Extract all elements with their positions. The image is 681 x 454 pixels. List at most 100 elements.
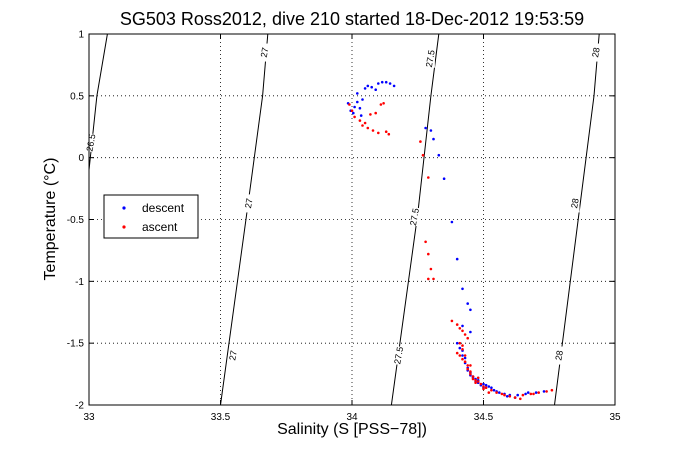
legend-label-ascent: ascent [142, 220, 178, 234]
descent-point-63 [526, 391, 530, 394]
data-points [346, 80, 554, 401]
descent-point-18 [424, 126, 427, 130]
ascent-point-37 [469, 370, 472, 373]
legend: descent ascent [103, 194, 199, 239]
descent-point-9 [370, 85, 374, 89]
descent-point-13 [384, 80, 388, 84]
ascent-point-12 [379, 103, 383, 106]
contour-label-bg [245, 194, 254, 213]
axis-ticks: 33 33.5 34 34.5 35 -2 -1.5 -1 -0.5 0 0.5 1 [67, 30, 621, 424]
x-axis-label: Salinity (S [PSS−78]) [277, 421, 427, 438]
contour-label-26.5-0: 26.5 [85, 133, 98, 152]
ascent-point-9 [387, 132, 391, 136]
descent-point-47 [490, 386, 493, 390]
ascent-point-38 [469, 372, 472, 376]
descent-point-31 [458, 346, 462, 350]
descent-point-17 [359, 114, 363, 117]
x-tick-label-4: 35 [609, 412, 621, 423]
contour-label-28-1: 28 [569, 198, 581, 210]
descent-point-30 [455, 341, 459, 345]
descent-point-27 [469, 308, 472, 312]
ascent-point-0 [348, 103, 351, 106]
contour-line-28 [554, 33, 600, 406]
contour-label-bg [426, 49, 435, 68]
ascent-point-18 [424, 240, 427, 244]
ascent-point-32 [458, 354, 462, 357]
y-tick-label-0: -2 [75, 401, 84, 412]
descent-point-23 [450, 220, 454, 224]
ascent-point-42 [476, 380, 480, 383]
descent-point-8 [366, 84, 370, 88]
contour-label-bg [555, 346, 564, 365]
descent-point-5 [358, 106, 362, 110]
descent-point-53 [524, 392, 527, 396]
descent-point-49 [498, 391, 501, 394]
ascent-point-51 [521, 393, 525, 397]
y-tick-label-2: -1 [75, 277, 84, 288]
legend-marker-descent [122, 206, 126, 210]
ascent-point-11 [374, 111, 378, 115]
x-tick-label-3: 34.5 [474, 412, 494, 423]
legend-marker-ascent [122, 225, 126, 229]
y-tick-label-4: 0 [78, 153, 84, 164]
contour-label-bg [411, 208, 420, 227]
ascent-point-16 [421, 153, 425, 157]
ascent-point-50 [513, 396, 517, 399]
descent-point-46 [487, 385, 491, 388]
descent-point-10 [374, 88, 378, 91]
descent-point-21 [437, 153, 441, 157]
descent-point-48 [492, 388, 496, 392]
ascent-point-27 [463, 333, 467, 336]
descent-point-12 [380, 80, 384, 84]
descent-point-34 [463, 356, 467, 360]
legend-label-descent: descent [142, 201, 185, 215]
chart-title: SG503 Ross2012, dive 210 started 18-Dec-… [120, 9, 584, 29]
contour-label-27.5-1: 27.5 [408, 207, 421, 226]
descent-point-24 [455, 257, 459, 261]
ascent-point-41 [474, 379, 477, 382]
descent-point-22 [442, 177, 446, 180]
contour-label-27-1: 27 [243, 198, 255, 210]
ascent-point-40 [471, 377, 475, 381]
descent-point-7 [363, 87, 367, 90]
descent-point-44 [482, 382, 485, 386]
ascent-point-15 [419, 140, 422, 143]
contour-label-bg [229, 346, 238, 365]
density-contours: 26.5 27 27 27 27.5 27.5 27.5 28 28 28 [85, 33, 602, 406]
descent-point-52 [516, 393, 519, 397]
ascent-point-36 [466, 367, 470, 371]
ascent-point-25 [458, 327, 462, 330]
ascent-point-3 [358, 119, 362, 122]
descent-point-6 [361, 98, 364, 101]
ascent-point-44 [482, 385, 485, 388]
descent-point-33 [461, 354, 464, 357]
y-tick-label-3: -0.5 [67, 215, 85, 226]
ascent-point-58 [487, 391, 491, 394]
ascent-point-48 [500, 392, 504, 396]
descent-point-16 [356, 92, 359, 95]
ascent-point-62 [461, 344, 464, 347]
contour-label-27-0: 27 [227, 350, 239, 362]
ascent-point-17 [427, 176, 430, 179]
x-tick-label-0: 33 [83, 412, 95, 423]
ascent-point-19 [427, 252, 430, 256]
ascent-point-7 [377, 131, 380, 135]
descent-point-14 [388, 82, 392, 85]
ascent-point-59 [503, 393, 506, 397]
y-axis-label: Temperature (°C) [42, 158, 59, 281]
descent-point-4 [356, 100, 359, 104]
y-tick-label-6: 1 [78, 30, 84, 41]
ascent-point-49 [508, 395, 512, 398]
ascent-point-63 [463, 354, 467, 357]
ascent-point-56 [474, 381, 477, 385]
descent-point-54 [534, 391, 538, 394]
descent-point-55 [542, 390, 546, 393]
contour-label-27.5-0: 27.5 [392, 346, 405, 365]
descent-point-25 [461, 287, 464, 291]
descent-point-20 [432, 137, 435, 141]
descent-point-11 [377, 82, 380, 85]
ascent-point-60 [519, 397, 522, 401]
contour-label-bg [592, 43, 601, 62]
descent-point-19 [429, 129, 433, 132]
